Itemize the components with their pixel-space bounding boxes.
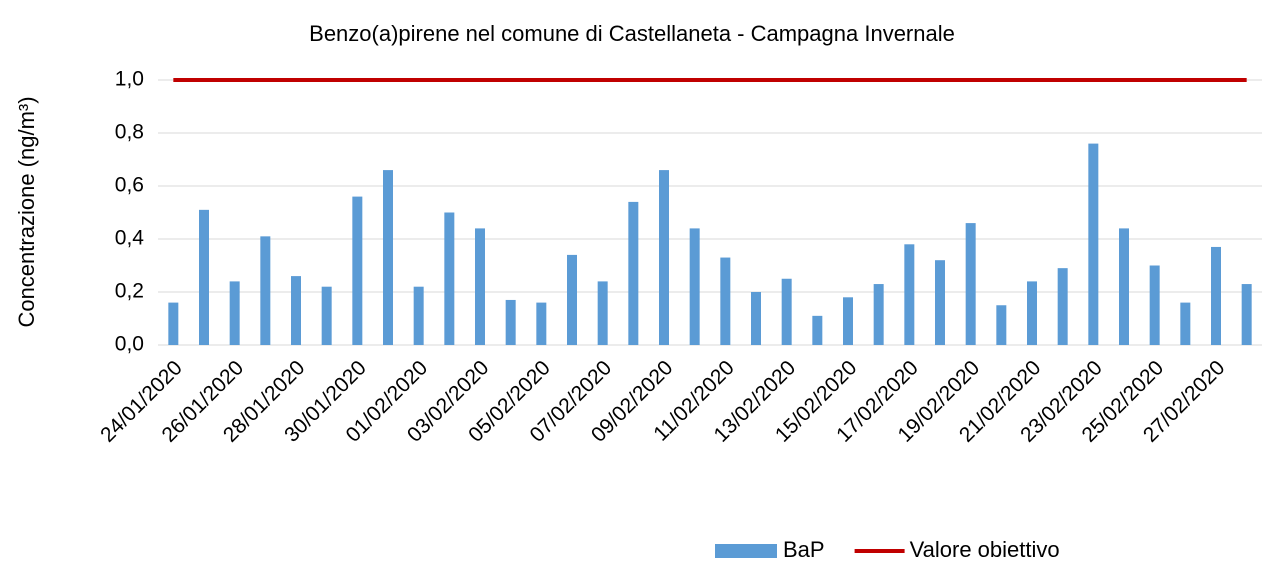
bar bbox=[1149, 265, 1160, 345]
bar bbox=[260, 236, 271, 345]
y-tick-label: 0,6 bbox=[115, 174, 144, 197]
bar bbox=[935, 260, 945, 345]
bar bbox=[996, 305, 1007, 345]
bar bbox=[1057, 268, 1068, 345]
bar bbox=[199, 209, 209, 345]
bar bbox=[1119, 228, 1129, 345]
bar bbox=[628, 201, 639, 345]
bar bbox=[689, 228, 700, 345]
bar bbox=[965, 223, 976, 345]
y-axis-label: Concentrazione (ng/m³) bbox=[14, 96, 39, 327]
legend-label: BaP bbox=[783, 537, 825, 562]
bar bbox=[168, 302, 179, 345]
chart-title: Benzo(a)pirene nel comune di Castellanet… bbox=[309, 21, 955, 46]
bar bbox=[904, 244, 915, 345]
bar bbox=[1241, 284, 1252, 345]
bar bbox=[413, 286, 424, 345]
bar bbox=[321, 286, 332, 345]
bar bbox=[843, 297, 853, 345]
bar bbox=[229, 281, 240, 345]
bar bbox=[659, 170, 669, 345]
bar bbox=[291, 276, 301, 345]
legend-label: Valore obiettivo bbox=[910, 537, 1060, 562]
y-tick-label: 0,2 bbox=[115, 280, 144, 303]
bar bbox=[444, 212, 455, 345]
y-tick-label: 0,0 bbox=[115, 333, 144, 356]
bar bbox=[1180, 302, 1191, 345]
bar bbox=[597, 281, 608, 345]
y-tick-label: 1,0 bbox=[115, 68, 144, 91]
bar bbox=[505, 299, 516, 345]
bar bbox=[567, 254, 577, 345]
legend-swatch bbox=[715, 544, 777, 558]
bar bbox=[1211, 246, 1221, 345]
bar bbox=[536, 302, 547, 345]
y-tick-label: 0,4 bbox=[115, 227, 145, 250]
bar bbox=[475, 228, 485, 345]
bar bbox=[720, 257, 731, 345]
bar bbox=[383, 170, 393, 345]
bar bbox=[781, 278, 792, 345]
y-tick-label: 0,8 bbox=[115, 121, 144, 144]
bar bbox=[1088, 143, 1099, 345]
bar bbox=[352, 196, 363, 345]
bar bbox=[1027, 281, 1037, 345]
bar bbox=[751, 292, 761, 345]
bar bbox=[873, 284, 884, 345]
bar bbox=[812, 315, 823, 345]
